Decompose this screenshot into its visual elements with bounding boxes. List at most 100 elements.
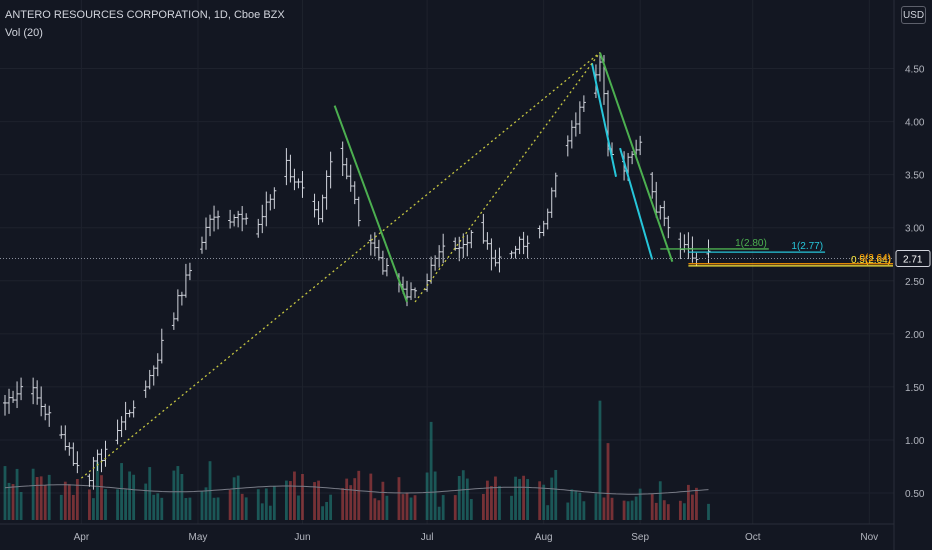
volume-bar-77: [313, 482, 316, 520]
volume-bar-137: [554, 469, 558, 520]
volume-bar-59: [240, 493, 244, 520]
volume-bar-80: [325, 501, 328, 520]
currency-button[interactable]: USD: [901, 6, 926, 24]
volume-bar-136: [550, 477, 554, 520]
volume-bar-10: [43, 485, 47, 520]
volume-bar-29: [120, 463, 123, 520]
volume-bar-122: [494, 476, 497, 520]
volume-bar-45: [184, 498, 188, 520]
volume-bar-133: [538, 481, 542, 520]
volume-bar-43: [176, 466, 180, 520]
volume-bar-37: [152, 494, 156, 520]
volume-bar-113: [457, 476, 461, 520]
volume-bar-172: [695, 487, 698, 520]
y-tick-label-6: 1.50: [905, 383, 925, 394]
volume-bar-1: [7, 482, 11, 520]
volume-bar-148: [598, 400, 602, 520]
y-tick-label-4: 2.50: [905, 277, 925, 288]
y-tick-label-7: 1.00: [905, 436, 925, 447]
volume-bar-158: [638, 488, 642, 520]
volume-bar-42: [172, 470, 176, 520]
volume-bar-39: [160, 497, 164, 520]
volume-bar-67: [272, 485, 276, 520]
volume-bar-115: [465, 478, 469, 520]
volume-bar-101: [409, 497, 413, 520]
volume-bar-107: [433, 471, 437, 520]
y-tick-label-0: 4.50: [905, 65, 925, 76]
volume-bar-60: [244, 497, 248, 520]
volume-bar-93: [377, 500, 381, 520]
volume-bar-165: [666, 504, 670, 520]
volume-bar-32: [132, 474, 136, 520]
volume-bar-120: [486, 480, 489, 520]
y-tick-label-3: 3.00: [905, 224, 925, 235]
level-label-1: 1(2.77): [791, 241, 823, 252]
dotted-trend-line-5: [414, 52, 601, 303]
drawings: 1(2.80) 1(2.77) 0.5(2.64)0(2.64): [0, 52, 894, 479]
trend-line-1: [599, 52, 674, 262]
volume-bar-30: [124, 489, 127, 520]
volume-bar-156: [630, 500, 634, 520]
volume-bar-98: [397, 477, 401, 520]
time-axis[interactable]: Apr May Jun Jul Aug Sep Oct Nov: [74, 532, 879, 543]
volume-bar-161: [650, 494, 654, 520]
price-bars: [3, 53, 711, 490]
volume-bar-64: [260, 503, 264, 520]
price-axis[interactable]: 4.50 4.00 3.50 3.00 2.50 2.00 1.50 1.00 0.50 2.71: [895, 65, 931, 501]
volume-bar-140: [566, 502, 570, 520]
volume-bar-71: [289, 481, 292, 520]
x-tick-label-1: May: [189, 532, 208, 543]
volume-bar-78: [317, 480, 320, 520]
volume-bar-127: [514, 476, 517, 520]
volume-bar-105: [425, 472, 429, 520]
volume-bar-128: [518, 478, 521, 520]
volume-bar-21: [88, 489, 91, 520]
volume-bar-46: [188, 497, 192, 520]
volume-bar-143: [578, 492, 582, 520]
x-tick-label-3: Jul: [421, 532, 434, 543]
x-tick-label-4: Aug: [535, 532, 553, 543]
volume-bar-8: [35, 477, 39, 520]
level-label-2: 0.5(2.64): [851, 255, 891, 266]
volume-bar-35: [144, 483, 148, 520]
volume-bar-87: [353, 478, 357, 520]
x-tick-label-7: Nov: [860, 532, 878, 543]
volume-bar-52: [212, 497, 216, 520]
trend-line-0: [333, 105, 408, 303]
volume-bar-74: [301, 473, 304, 520]
last-price-tag-label: 2.71: [903, 254, 923, 265]
volume-bar-58: [236, 475, 240, 520]
volume-bar-38: [156, 493, 160, 520]
volume-bar-23: [96, 461, 99, 520]
x-tick-label-0: Apr: [74, 532, 90, 543]
symbol-title[interactable]: ANTERO RESOURCES CORPORATION, 1D, Cboe B…: [5, 9, 285, 21]
volume-bar-11: [47, 474, 51, 520]
grid-lines: [0, 0, 894, 524]
volume-bar-16: [67, 484, 71, 520]
volume-bar-109: [441, 495, 445, 520]
volume-bar-85: [345, 478, 349, 520]
volume-indicator-label[interactable]: Vol (20): [5, 27, 43, 39]
volume-bar-2: [11, 484, 15, 520]
volume-bar-70: [285, 480, 288, 520]
volume-bar-121: [490, 486, 493, 520]
volume-bar-126: [510, 495, 513, 520]
volume-bar-24: [100, 475, 103, 520]
volume-bar-142: [574, 490, 578, 520]
x-tick-label-5: Sep: [631, 532, 649, 543]
last-price-tag-box: [895, 249, 931, 267]
volume-bar-17: [71, 494, 75, 520]
volume-bar-18: [75, 479, 79, 520]
y-tick-label-8: 0.50: [905, 489, 925, 500]
volume-bar-15: [63, 481, 67, 520]
volume-bar-44: [180, 473, 184, 520]
volume-bar-56: [228, 489, 232, 520]
volume-bar-57: [232, 477, 236, 520]
volume-bar-100: [405, 492, 409, 520]
volume-bar-0: [3, 466, 7, 520]
volume-bar-28: [116, 489, 119, 520]
volume-bar-108: [437, 506, 441, 520]
volume-bar-22: [92, 498, 95, 520]
